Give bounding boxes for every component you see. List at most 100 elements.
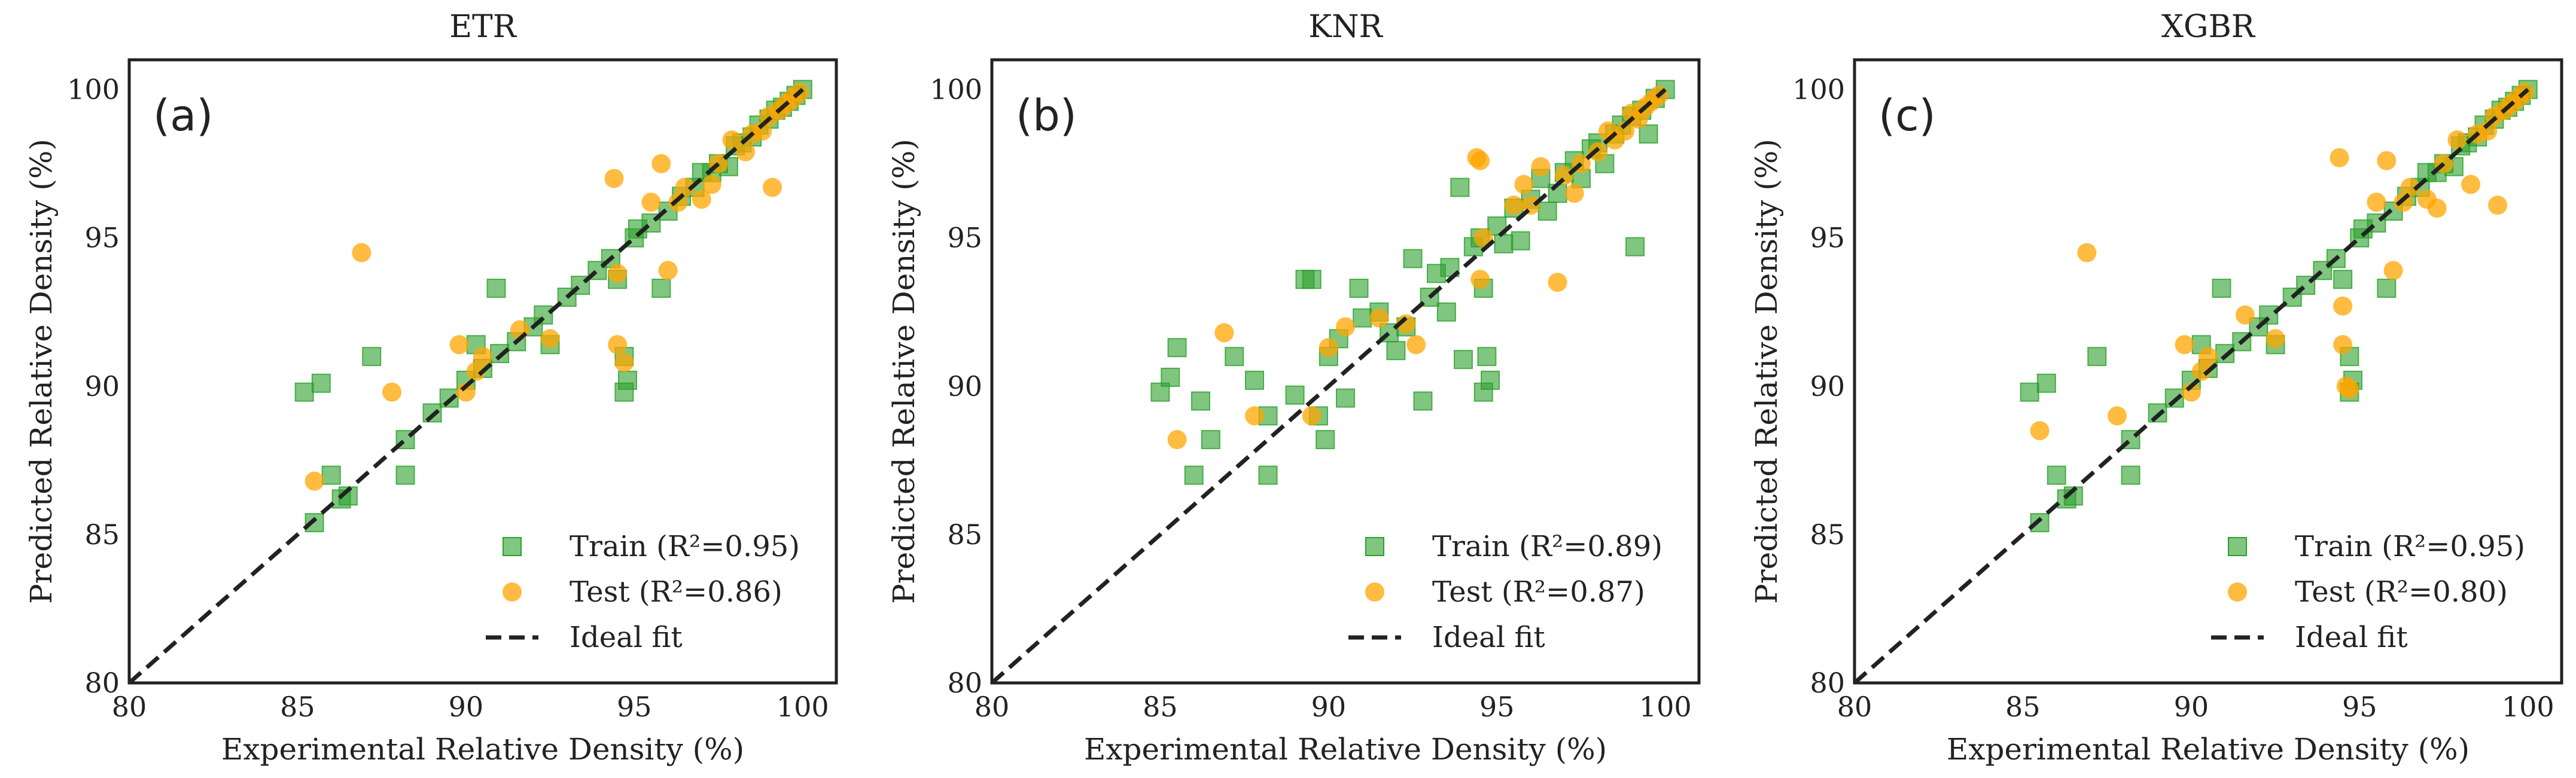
x-axis-label: Experimental Relative Density (%)	[1947, 732, 2470, 767]
test-point	[1588, 142, 1608, 161]
train-point	[1201, 430, 1220, 450]
train-point	[1454, 350, 1473, 370]
train-point	[1537, 202, 1557, 221]
test-point	[305, 471, 324, 491]
y-tick-label: 95	[947, 222, 982, 254]
test-point	[2181, 382, 2201, 402]
test-point	[1396, 314, 1416, 334]
x-tick-label: 90	[449, 691, 484, 723]
train-point	[2121, 430, 2140, 450]
test-point	[473, 347, 492, 367]
test-point	[2427, 199, 2447, 218]
train-point	[1336, 388, 1355, 408]
test-point	[2333, 335, 2353, 355]
chart-panel-2: KNR 80 85 90 95 100 80 85 90 95 100 Experimental Re…	[887, 9, 1701, 767]
test-point	[604, 169, 624, 188]
train-point	[1386, 341, 1406, 361]
test-point	[2488, 196, 2508, 215]
test-point	[1245, 406, 1265, 426]
y-tick-label: 85	[947, 518, 982, 551]
train-point	[395, 465, 415, 485]
test-point	[1470, 151, 1490, 170]
test-point	[763, 178, 782, 197]
test-point	[722, 130, 742, 150]
legend: Train (R²=0.89) Test (R²=0.87) Ideal fit	[1348, 530, 1662, 654]
train-point	[1349, 279, 1369, 298]
test-point	[736, 142, 756, 161]
train-point	[2164, 388, 2184, 408]
train-point	[362, 347, 382, 367]
legend-train-marker	[2228, 537, 2247, 556]
y-tick-label: 85	[1810, 518, 1845, 551]
test-point	[1470, 270, 1490, 289]
chart-title: XGBR	[2161, 9, 2256, 45]
x-tick-label: 80	[975, 691, 1010, 723]
ideal-fit-line	[129, 87, 805, 683]
test-point	[2383, 261, 2403, 280]
chart-title: KNR	[1308, 9, 1383, 45]
test-point	[702, 175, 721, 194]
test-point	[352, 243, 372, 263]
train-point	[1167, 338, 1187, 358]
legend-train-marker	[1365, 537, 1384, 556]
chart-panel-3: XGBR 80 85 90 95 100 80 85 90 95 100 Experimental R…	[1749, 9, 2563, 767]
test-point	[2447, 130, 2467, 150]
test-point	[2030, 421, 2050, 441]
test-point	[1214, 323, 1234, 343]
test-point	[2235, 305, 2255, 325]
x-tick-label: 95	[1479, 691, 1515, 723]
test-point	[449, 335, 469, 355]
train-point	[1511, 231, 1530, 251]
x-tick-label: 100	[2502, 691, 2554, 723]
legend-ideal-label: Ideal fit	[570, 621, 683, 654]
y-axis-label: Predicted Relative Density (%)	[887, 139, 921, 604]
legend-train-label: Train (R²=0.95)	[2295, 530, 2525, 563]
test-point	[2108, 406, 2127, 426]
train-point	[1625, 237, 1645, 257]
test-point	[658, 261, 678, 280]
train-point	[1403, 249, 1423, 269]
train-point	[1258, 465, 1278, 485]
test-point	[2077, 243, 2097, 263]
test-point	[1336, 317, 1355, 337]
y-axis-label: Predicted Relative Density (%)	[24, 139, 59, 604]
test-point	[382, 382, 402, 402]
y-tick-label: 80	[1810, 667, 1845, 699]
train-point	[1450, 178, 1470, 197]
legend-test-marker	[2228, 582, 2247, 602]
train-point	[2087, 347, 2107, 367]
test-point	[641, 193, 661, 212]
x-tick-label: 100	[777, 691, 829, 723]
train-point	[2047, 465, 2066, 485]
test-point	[1302, 406, 1322, 426]
legend-train-marker	[503, 537, 522, 556]
train-point	[1413, 391, 1433, 411]
test-point	[2461, 175, 2481, 194]
panel-label: (b)	[1016, 90, 1077, 141]
test-point	[1504, 196, 1524, 215]
train-point	[651, 279, 671, 298]
test-point	[2199, 347, 2218, 367]
x-tick-label: 85	[1143, 691, 1178, 723]
x-tick-label: 90	[1311, 691, 1347, 723]
test-point	[675, 178, 695, 197]
x-tick-label: 80	[112, 691, 147, 723]
test-point	[1564, 184, 1584, 203]
train-point	[1436, 302, 1456, 322]
train-point	[294, 382, 314, 402]
panel-label: (a)	[153, 90, 213, 141]
legend-ideal-label: Ideal fit	[1432, 621, 1545, 654]
train-point	[2212, 279, 2231, 298]
plot-area	[992, 80, 1675, 683]
test-point	[1615, 121, 1635, 141]
y-tick-label: 100	[1792, 74, 1845, 106]
y-tick-label: 80	[947, 667, 982, 699]
test-point	[608, 335, 628, 355]
x-tick-label: 100	[1639, 691, 1692, 723]
legend-ideal-label: Ideal fit	[2295, 621, 2408, 654]
x-tick-label: 90	[2174, 691, 2209, 723]
chart-title: ETR	[449, 9, 517, 45]
train-point	[1316, 430, 1335, 450]
test-point	[2191, 362, 2211, 381]
test-point	[2340, 379, 2359, 399]
